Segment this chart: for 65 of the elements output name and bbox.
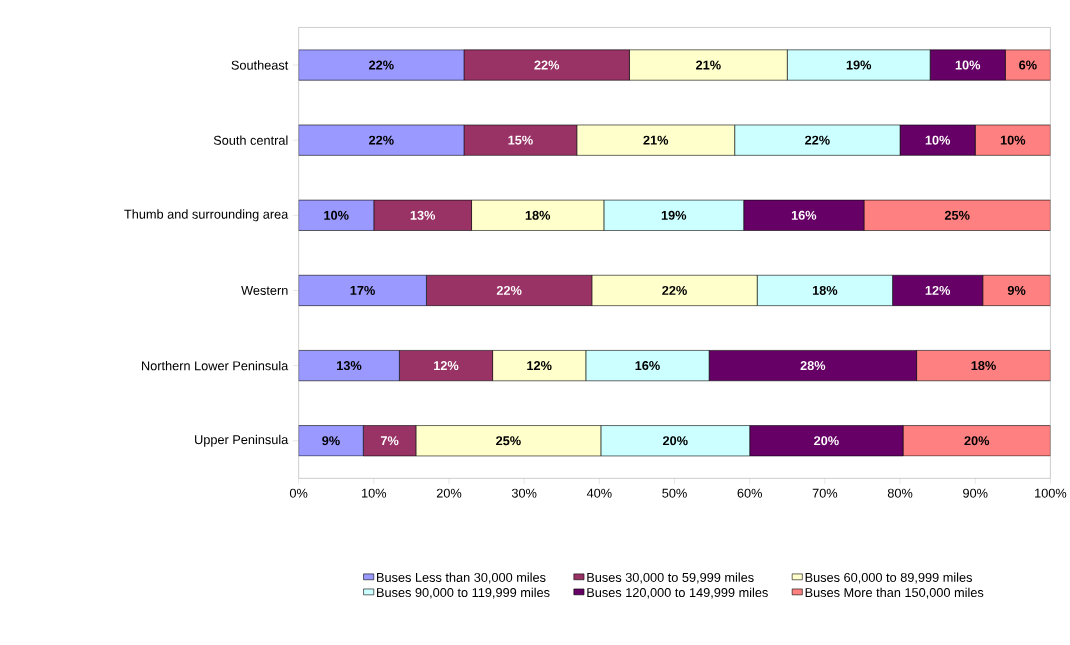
x-tick-label: 50% [662,488,687,498]
data-label: 10% [324,210,349,220]
y-tick-label: Upper Peninsula [195,434,289,447]
y-tick-label: Southeast [231,60,289,70]
data-label: 13% [410,210,436,220]
x-tick-label: 90% [963,488,988,498]
data-label: 16% [635,361,660,371]
y-tick-label: Northern Lower Peninsula [142,360,289,371]
data-label: 12% [527,361,552,371]
bar [863,199,1051,231]
data-label: 12% [434,361,459,371]
x-tick-label: 0% [289,488,308,498]
data-label: 28% [800,361,826,371]
x-tick-label: 40% [586,488,612,498]
data-label: 10% [1000,135,1026,145]
data-label: 22% [805,135,830,145]
data-label: 19% [661,210,687,220]
data-label: 22% [496,285,522,295]
data-label: 22% [534,60,560,70]
legend-label: Buses 30,000 to 59,999 miles [587,572,754,584]
data-label: 19% [846,60,872,70]
y-tick-label: Thumb and surrounding area [124,209,289,222]
legend-label: Buses More than 150,000 miles [805,587,984,599]
x-tick-label: 20% [436,488,462,498]
bar [982,274,1051,306]
bar [902,425,1051,457]
data-label: 16% [791,210,817,220]
data-label: 20% [662,436,688,446]
data-label: 10% [925,135,951,145]
data-label: 25% [944,210,970,220]
data-label: 15% [508,135,533,145]
x-tick-label: 80% [887,488,913,498]
data-label: 18% [525,210,551,220]
data-label: 17% [350,285,375,295]
data-label: 13% [337,361,362,371]
data-label: 12% [925,285,951,295]
x-tick-label: 10% [362,488,387,498]
data-label: 20% [814,436,839,446]
legend-label: Buses 60,000 to 89,999 miles [805,572,972,584]
y-tick-label: Western [241,286,288,295]
x-tick-label: 30% [511,488,537,498]
y-tick-label: South central [213,135,288,145]
data-label: 22% [369,135,394,145]
data-label: 18% [812,285,838,295]
data-label: 6% [1019,60,1037,70]
legend-label: Buses 90,000 to 119,999 miles [377,587,550,599]
legend-label: Buses 120,000 to 149,999 miles [587,587,768,599]
data-label: 20% [964,436,990,446]
legend-label: Buses Less than 30,000 miles [377,572,546,584]
x-tick-label: 60% [737,488,762,498]
data-label: 22% [369,60,394,70]
bar [1005,49,1051,81]
data-label: 21% [696,60,721,70]
bar [916,350,1051,382]
data-label: 9% [322,436,340,446]
data-label: 9% [1007,285,1026,295]
bar [974,124,1051,156]
data-label: 10% [955,60,981,70]
data-label: 22% [662,285,687,295]
data-label: 7% [380,436,399,446]
x-tick-label: 70% [812,488,838,498]
data-label: 21% [643,135,669,145]
data-label: 18% [971,361,996,371]
x-tick-label: 100% [1035,488,1067,498]
data-label: 25% [496,436,521,446]
